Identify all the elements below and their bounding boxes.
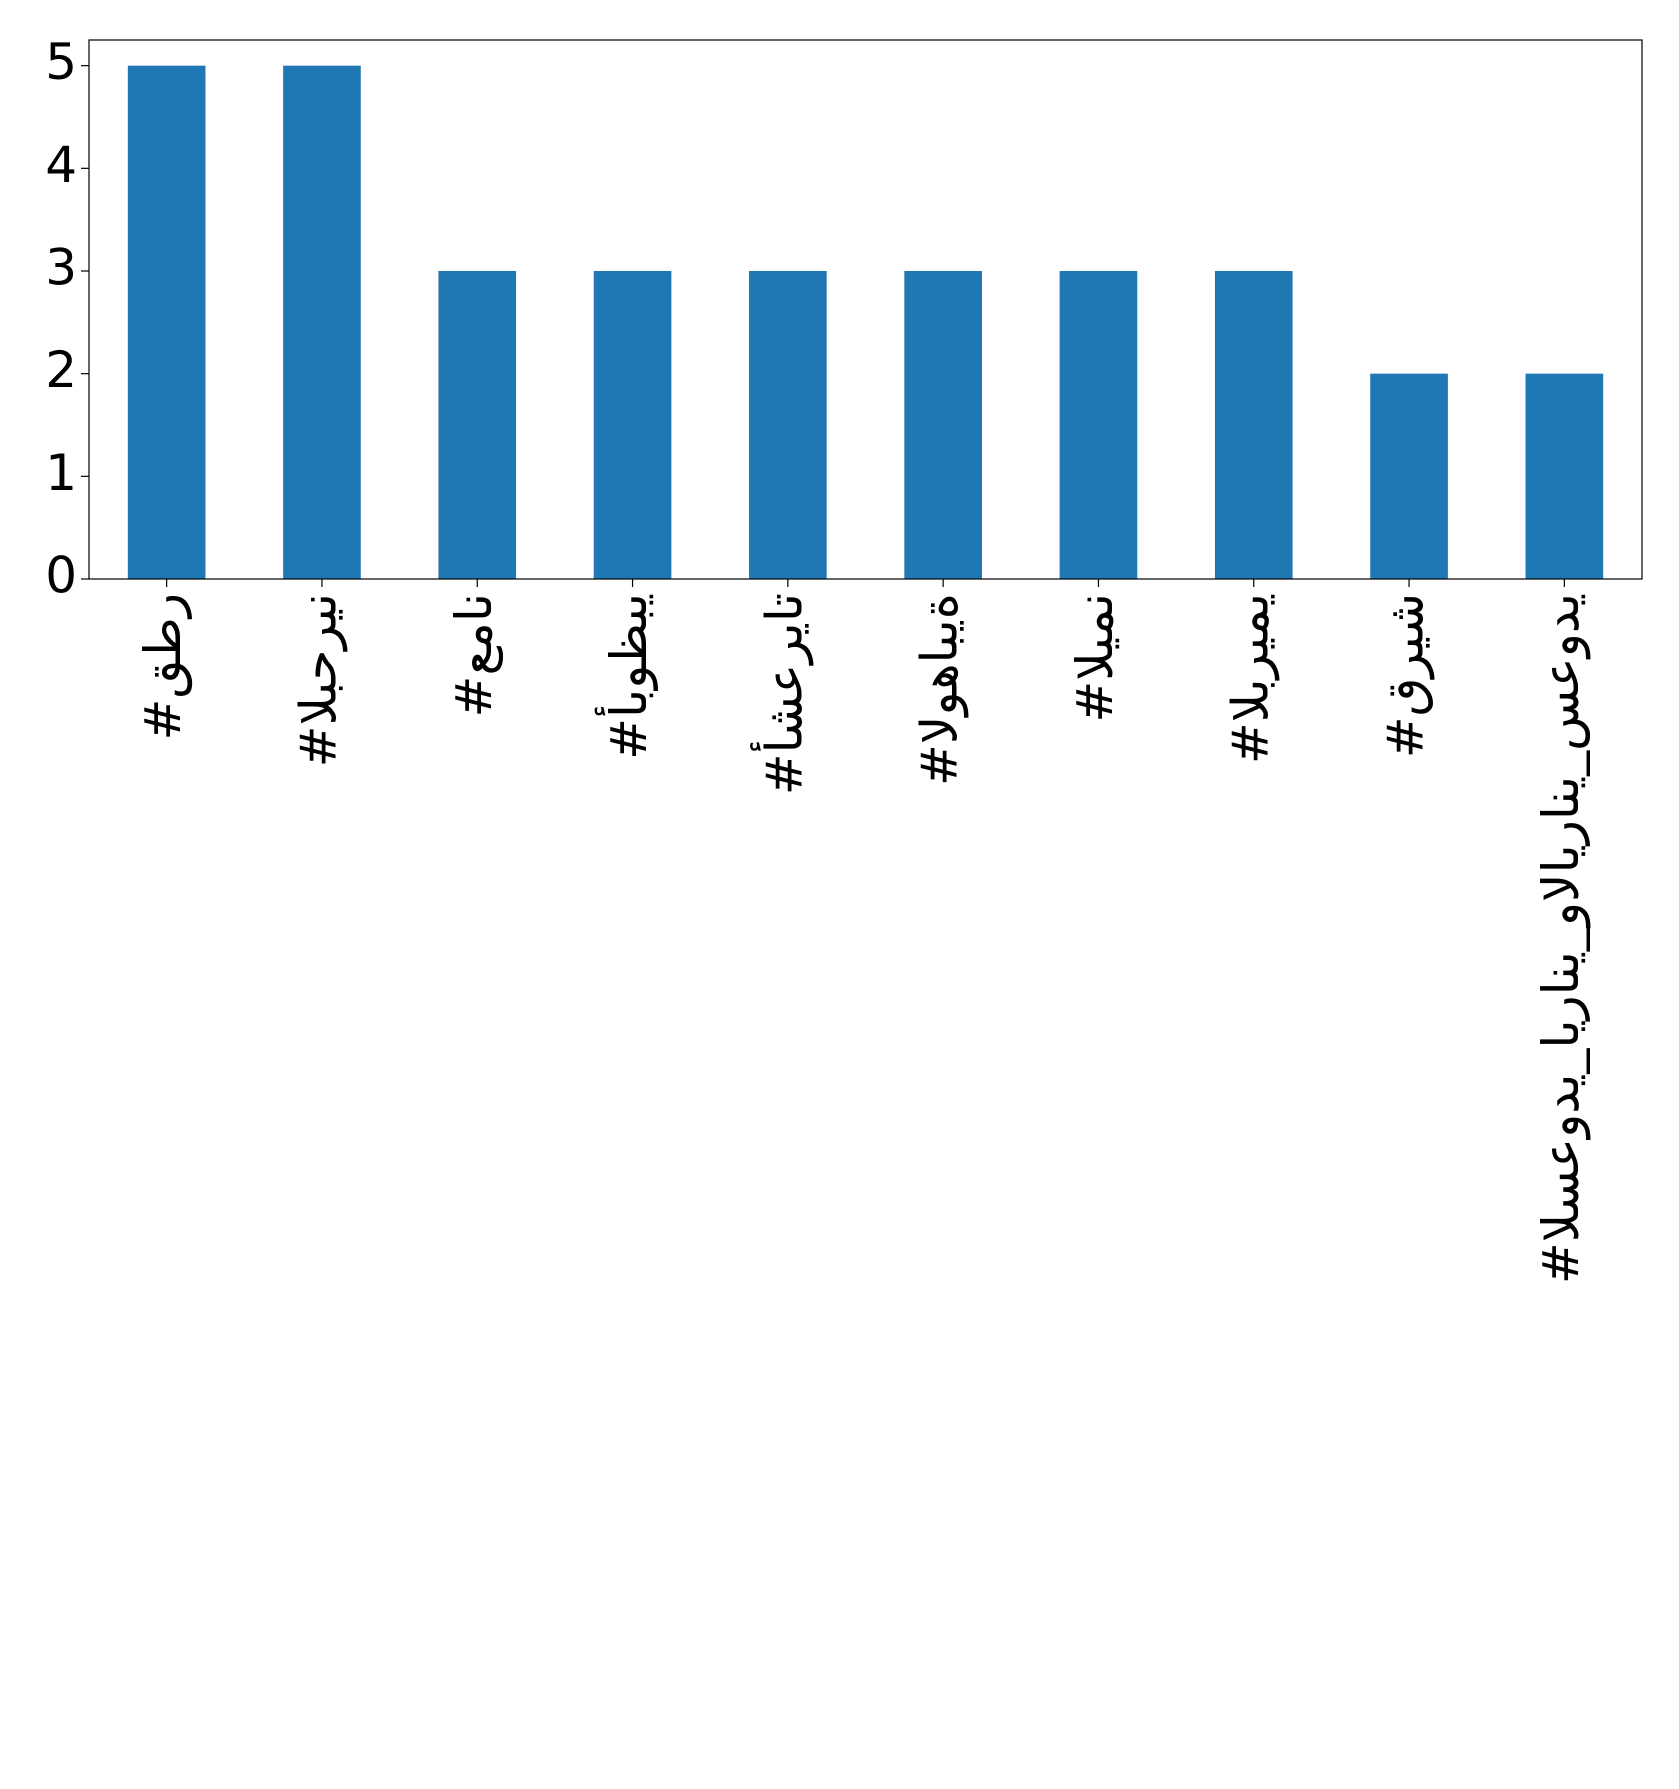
y-tick-label: 5	[45, 33, 77, 91]
x-tick-label: #أبوظبي	[594, 593, 658, 760]
bar	[127, 65, 206, 579]
x-tick-label: #أشعريات	[749, 593, 813, 795]
bar	[749, 271, 827, 579]
bar	[1525, 373, 1604, 579]
bar	[593, 271, 672, 579]
x-tick-label: #عمان	[445, 593, 504, 717]
y-tick-label: 2	[45, 341, 77, 399]
plot-frame	[88, 39, 1643, 580]
bar	[904, 271, 982, 579]
x-tick-label: #البحرين	[289, 593, 347, 767]
x-tick-label: #قطر	[134, 593, 192, 741]
x-tick-label: #قريش	[1377, 593, 1435, 758]
x-tick-label: #الوهابية	[911, 593, 969, 786]
x-tick-label: #اليمن	[1066, 593, 1124, 723]
y-tick-label: 0	[45, 547, 77, 605]
y-tick-label: 3	[45, 239, 77, 297]
y-tick-label: 1	[45, 444, 77, 502]
bar	[1370, 373, 1448, 579]
bar	[1059, 271, 1138, 579]
x-tick-label: #البريمي	[1221, 593, 1279, 764]
bar	[438, 271, 517, 579]
x-tick-label: #السعودي_ايراني_والايراني_سعودي	[1532, 593, 1591, 1284]
bar	[283, 65, 361, 579]
bar	[1214, 271, 1293, 579]
y-tick-label: 4	[45, 136, 77, 194]
